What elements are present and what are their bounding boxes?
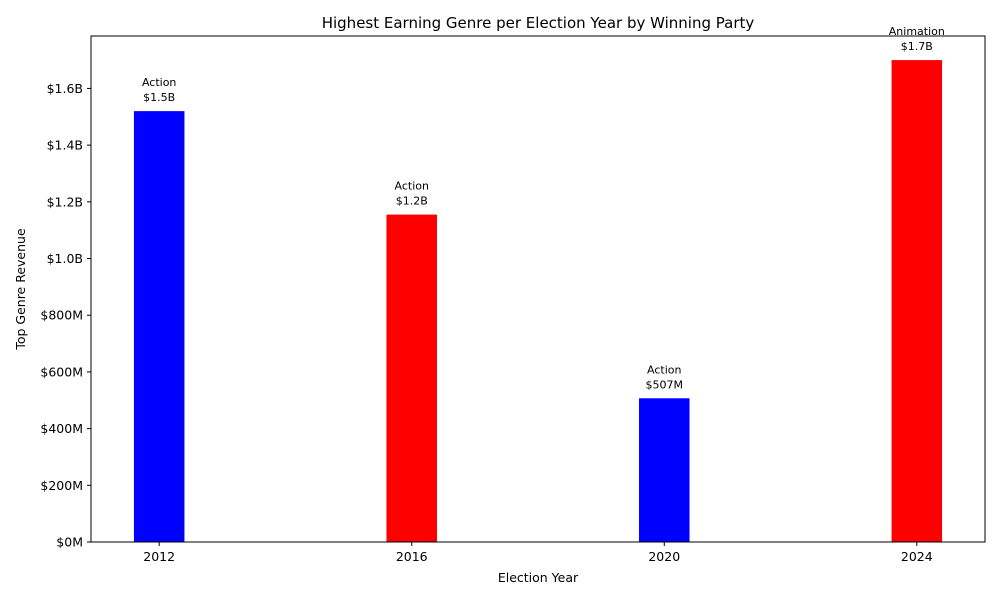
x-tick-label-2016: 2016	[396, 549, 428, 564]
x-tick-label-2020: 2020	[648, 549, 680, 564]
bar-value-label-2016: $1.2B	[396, 195, 428, 208]
x-axis: 2012 2016 2020 2024	[143, 542, 932, 564]
y-tick-label-0: $0M	[56, 535, 83, 550]
bar-labels-group: Action$1.5BAction$1.2BAction$507MAnimati…	[142, 25, 945, 391]
bar-2016	[386, 215, 437, 542]
bar-value-label-2020: $507M	[646, 378, 684, 391]
y-axis-label: Top Genre Revenue	[13, 228, 28, 351]
x-tick-label-2024: 2024	[901, 549, 933, 564]
bar-2012	[134, 111, 185, 542]
bar-genre-label-2012: Action	[142, 76, 176, 89]
x-axis-label: Election Year	[498, 570, 579, 585]
bar-value-label-2024: $1.7B	[901, 40, 933, 53]
y-tick-label-6: $1.2B	[47, 194, 83, 209]
x-tick-label-2012: 2012	[143, 549, 175, 564]
y-tick-label-4: $800M	[40, 308, 83, 323]
y-tick-label-7: $1.4B	[47, 138, 83, 153]
y-tick-label-5: $1.0B	[47, 251, 83, 266]
bar-2020	[639, 398, 690, 542]
bars-group	[134, 60, 942, 542]
chart-title: Highest Earning Genre per Election Year …	[322, 14, 755, 32]
y-tick-label-8: $1.6B	[47, 81, 83, 96]
y-tick-label-2: $400M	[40, 421, 83, 436]
bar-value-label-2012: $1.5B	[143, 91, 175, 104]
y-tick-label-1: $200M	[40, 478, 83, 493]
bar-2024	[892, 60, 943, 542]
plot-area-frame	[91, 36, 985, 542]
bar-genre-label-2016: Action	[395, 180, 429, 193]
bar-genre-label-2020: Action	[647, 363, 681, 376]
y-tick-label-3: $600M	[40, 364, 83, 379]
y-axis: $0M $200M $400M $600M $800M $1.0B $1.2B $1.4B $1…	[40, 81, 91, 550]
